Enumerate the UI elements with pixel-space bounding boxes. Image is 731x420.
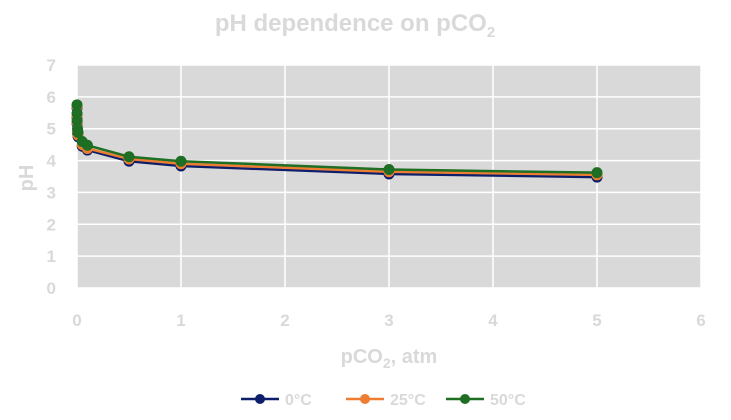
x-tick-label: 6 <box>696 311 705 330</box>
y-tick-label: 6 <box>47 88 56 107</box>
y-tick-label: 7 <box>47 56 56 75</box>
x-axis-title: pCO2, atm <box>341 346 438 371</box>
legend-marker <box>360 394 370 404</box>
y-tick-label: 4 <box>47 152 57 171</box>
y-tick-label: 5 <box>47 120 56 139</box>
legend-label: 50°C <box>490 392 526 409</box>
y-tick-label: 2 <box>47 215 56 234</box>
data-point <box>175 155 187 167</box>
data-point <box>123 151 135 163</box>
data-point <box>383 163 395 175</box>
y-tick-label: 3 <box>47 183 56 202</box>
data-point <box>591 167 603 179</box>
chart-title: pH dependence on pCO2 <box>215 10 495 41</box>
x-tick-label: 4 <box>488 311 498 330</box>
legend-marker <box>460 394 470 404</box>
y-tick-label: 0 <box>47 279 56 298</box>
data-point <box>81 139 93 151</box>
x-tick-label: 3 <box>384 311 393 330</box>
legend: 0°C 25°C 50°C <box>241 392 526 409</box>
legend-label: 0°C <box>285 392 312 409</box>
x-tick-label: 2 <box>280 311 289 330</box>
y-tick-label: 1 <box>47 247 56 266</box>
x-tick-label: 5 <box>592 311 601 330</box>
x-tick-label: 0 <box>72 311 81 330</box>
data-point <box>72 127 84 139</box>
legend-label: 25°C <box>390 392 426 409</box>
y-axis-title: pH <box>16 165 38 192</box>
legend-marker <box>255 394 265 404</box>
x-tick-label: 1 <box>176 311 185 330</box>
